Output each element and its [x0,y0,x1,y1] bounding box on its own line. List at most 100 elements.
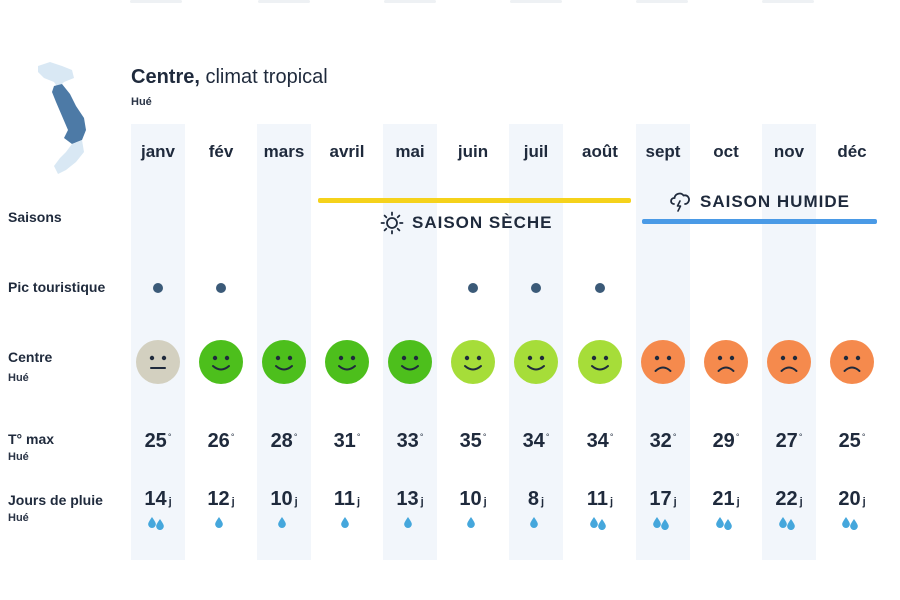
temp-number: 25 [838,430,861,452]
month-header: juin [457,142,489,161]
temp-number: 33 [396,430,419,452]
rain-days-value: 11 j [568,488,632,511]
rain-number: 11 [586,488,609,510]
page-title: Centre, climat tropical [131,66,328,89]
days-unit: j [736,496,740,508]
page-subtitle: Hué [131,96,152,108]
days-unit: j [168,496,172,508]
degree-symbol: ° [230,432,235,442]
temp-number: 32 [649,430,672,452]
dry-season-label: SAISON SÈCHE [380,211,552,235]
days-unit: j [294,496,298,508]
month-header: oct [713,142,739,161]
rain-drops-icon [341,516,349,529]
rain-days-value: 10 j [441,488,505,511]
month-header: juil [523,142,549,161]
temp-max-value: 25° [820,430,884,453]
temp-number: 29 [712,430,735,452]
peak-dot [216,283,226,293]
wet-season-label: SAISON HUMIDE [668,189,850,215]
rain-number: 17 [649,488,672,510]
temp-max-value: 35° [441,430,505,453]
degree-symbol: ° [482,432,487,442]
month-header: déc [837,142,867,161]
days-unit: j [673,496,677,508]
days-unit: j [610,496,614,508]
temp-max-value: 31° [315,430,379,453]
degree-symbol: ° [419,432,424,442]
mood-ok-face-icon [578,340,622,384]
mood-good-face-icon [262,340,306,384]
temp-number: 31 [333,430,356,452]
rain-days-value: 21 j [694,488,758,511]
row-label-rain: Jours de pluie [8,492,103,508]
rain-days-value: 14 j [126,488,190,511]
temp-max-value: 32° [631,430,695,453]
vietnam-map-icon [38,62,86,174]
days-unit: j [862,496,866,508]
degree-symbol: ° [735,432,740,442]
top-divider-strip [0,0,900,4]
temp-max-value: 34° [568,430,632,453]
mood-neutral-face-icon [136,340,180,384]
row-sublabel-center: Hué [8,372,29,384]
temp-max-value: 25° [126,430,190,453]
mood-bad-face-icon [641,340,685,384]
temp-number: 34 [522,430,545,452]
rain-days-value: 20 j [820,488,884,511]
temp-max-value: 26° [189,430,253,453]
temp-max-value: 34° [504,430,568,453]
month-header: nov [773,142,805,161]
rain-drops-icon [278,516,286,529]
rain-number: 22 [775,488,798,510]
mood-bad-face-icon [767,340,811,384]
temp-number: 26 [207,430,230,452]
days-unit: j [483,496,487,508]
temp-number: 35 [459,430,482,452]
peak-dot [595,283,605,293]
rain-days-value: 12 j [189,488,253,511]
rain-drops-icon [530,516,538,529]
mood-good-face-icon [199,340,243,384]
rain-days-value: 13 j [378,488,442,511]
rain-cloud-icon [670,192,690,212]
rain-drops-icon [215,516,223,529]
degree-symbol: ° [167,432,172,442]
rain-number: 12 [207,488,230,510]
degree-symbol: ° [861,432,866,442]
days-unit: j [420,496,424,508]
temp-number: 27 [775,430,798,452]
title-climate: climat tropical [199,66,328,88]
degree-symbol: ° [356,432,361,442]
rain-number: 10 [459,488,482,510]
rain-drops-icon [404,516,412,529]
rain-drops-icon [653,516,669,530]
row-label-peak: Pic touristique [8,279,106,295]
peak-dot [531,283,541,293]
month-header: mai [395,142,425,161]
wet-season-text: SAISON HUMIDE [700,192,850,211]
month-header: avril [329,142,365,161]
days-unit: j [357,496,361,508]
rain-drops-icon [590,516,606,530]
mood-good-face-icon [325,340,369,384]
mood-ok-face-icon [451,340,495,384]
temp-number: 28 [270,430,293,452]
rain-days-value: 17 j [631,488,695,511]
mood-bad-face-icon [830,340,874,384]
title-region: Centre, [131,66,200,88]
degree-symbol: ° [545,432,550,442]
rain-drops-icon [148,516,164,530]
month-header: mars [263,142,305,161]
month-header: fév [208,142,234,161]
temp-number: 25 [144,430,167,452]
days-unit: j [541,496,545,508]
rain-number: 13 [396,488,419,510]
rain-number: 21 [712,488,735,510]
temp-max-value: 29° [694,430,758,453]
month-header: janv [140,142,176,161]
rain-drops-icon [842,516,858,530]
days-unit: j [231,496,235,508]
wet-season-bar [642,219,877,224]
temp-max-value: 27° [757,430,821,453]
